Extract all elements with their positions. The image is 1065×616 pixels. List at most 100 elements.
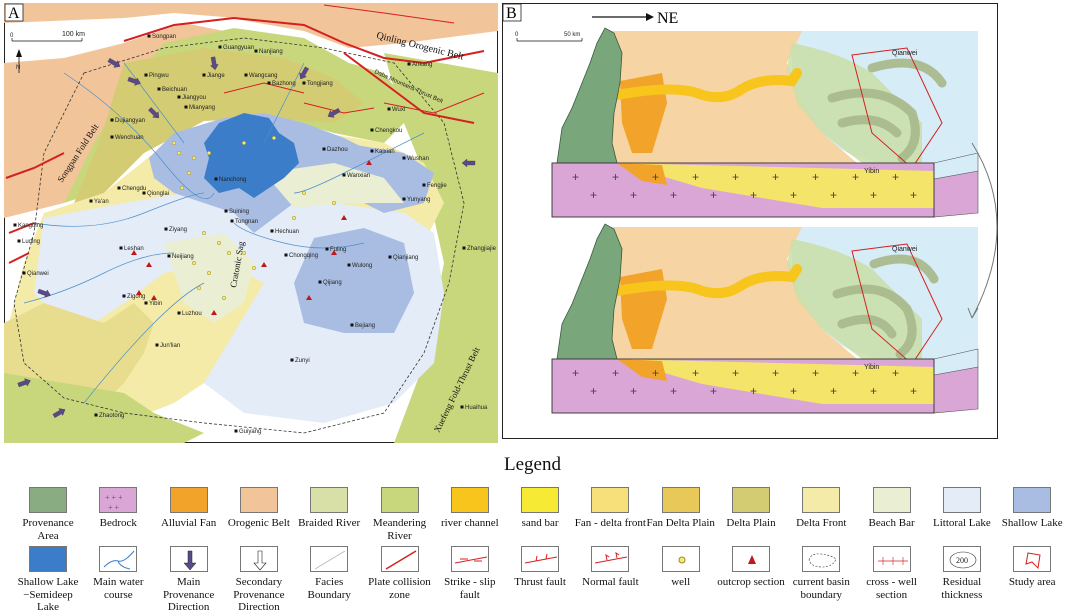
town-label: Mianyang — [189, 105, 215, 111]
legend-item: sand bar — [504, 487, 576, 530]
well-marker — [206, 270, 212, 276]
town-marker — [322, 147, 326, 151]
provenance-arrow-icon — [52, 408, 66, 418]
legend-label: sand bar — [521, 517, 559, 529]
river-channel — [612, 68, 802, 103]
outcrop-marker — [211, 310, 217, 315]
legend-item: Fan - delta front — [574, 487, 646, 530]
well-marker — [216, 240, 222, 246]
bedrock-plus: + — [790, 384, 797, 398]
town-marker — [370, 149, 374, 153]
town-label: Beichuan — [162, 87, 187, 93]
legend-title: Legend — [504, 454, 561, 475]
town-marker — [94, 413, 98, 417]
legend-item: Secondary Provenance Direction — [223, 546, 295, 614]
outcrop-marker — [146, 262, 152, 267]
block-upper: + + + + + + + + + + + + + + + + + + — [551, 27, 979, 218]
bedrock-plus: + — [572, 170, 579, 184]
well-marker — [196, 285, 202, 291]
legend-swatch — [872, 546, 911, 572]
legend-item: Delta Front — [785, 487, 857, 530]
meandering-river-east — [384, 53, 498, 443]
town-label: Chongqing — [289, 253, 318, 259]
well-marker — [331, 200, 337, 206]
town-label: Ya'an — [94, 199, 109, 205]
town-marker — [144, 301, 148, 305]
town-label: Neijiang — [172, 254, 194, 260]
town-marker — [147, 34, 151, 38]
town-marker — [290, 358, 294, 362]
legend-label: Strike - slip fault — [444, 576, 496, 601]
provenance-mountains — [556, 27, 623, 164]
provenance-arrow-icon — [299, 66, 309, 80]
provenance-arrow-icon — [127, 76, 141, 86]
bedrock-plus: + — [670, 188, 677, 202]
legend-swatch — [239, 487, 278, 513]
well-marker — [241, 250, 247, 256]
legend-swatch — [99, 546, 138, 572]
provenance-arrow-icon — [461, 158, 476, 168]
bedrock-plus: + — [692, 170, 699, 184]
well-marker — [206, 150, 212, 156]
town-marker — [22, 271, 26, 275]
town-label: Ziyang — [169, 227, 187, 233]
legend-swatch — [169, 546, 208, 572]
town-label: Nanjiang — [259, 49, 283, 55]
well-marker — [186, 170, 192, 176]
legend-swatch — [310, 487, 349, 513]
fan-layer-section — [617, 163, 667, 185]
legend-swatch — [732, 487, 770, 513]
legend-item: 200 Residual thickness — [926, 546, 998, 601]
outcrop-marker — [366, 160, 372, 165]
well-marker — [221, 295, 227, 301]
town-label: Yibin — [149, 301, 162, 307]
town-marker — [325, 247, 329, 251]
town-marker — [17, 239, 21, 243]
bedrock-plus: + — [772, 170, 779, 184]
legend-item: Beach Bar — [856, 487, 928, 530]
town-marker — [157, 87, 161, 91]
legend-swatch — [450, 487, 489, 513]
legend-item: Facies Boundary — [293, 546, 365, 601]
well-marker — [176, 150, 182, 156]
town-marker — [370, 128, 374, 132]
town-marker — [270, 229, 274, 233]
panel-b-label: B — [506, 5, 517, 22]
legend-swatch — [802, 487, 841, 513]
town-marker — [122, 294, 126, 298]
legend-label: Orogenic Belt — [227, 517, 290, 529]
town-marker — [318, 280, 322, 284]
town-label: Wuxi — [392, 107, 405, 113]
legend-swatch — [380, 487, 419, 513]
town-label: Zigong — [127, 294, 145, 300]
legend-item: Thrust fault — [504, 546, 576, 589]
water-courses — [23, 62, 425, 404]
legend-swatch — [380, 546, 419, 572]
town-marker — [402, 197, 406, 201]
legend-item: Fan Delta Plain — [645, 487, 717, 530]
legend-label: Main water course — [93, 576, 144, 601]
legend-label: outcrop section — [717, 576, 785, 588]
outcrop-marker — [151, 295, 157, 300]
town-marker — [214, 177, 218, 181]
town-label: Luzhou — [182, 311, 202, 317]
town-marker — [142, 191, 146, 195]
town-label: Chengkou — [375, 128, 402, 134]
town-marker — [460, 405, 464, 409]
svg-text:0: 0 — [10, 33, 14, 39]
outcrop-marker — [136, 290, 142, 295]
town-marker — [388, 255, 392, 259]
shallow-lake-southeast — [294, 228, 414, 333]
legend-label: current basin boundary — [792, 576, 850, 601]
legend-item: Strike - slip fault — [434, 546, 506, 601]
block-diagram-panel-b: B NE 0 50 km ++++++++++++++++++ ++++++++… — [502, 3, 998, 439]
town-marker — [347, 263, 351, 267]
block-lower: + + + + + + + + + + + + + + + + + + — [551, 223, 979, 414]
town-marker — [350, 323, 354, 327]
town-label: Wushan — [407, 156, 429, 162]
town-label: Qionglai — [147, 191, 169, 197]
legend-label: Meandering River — [372, 517, 427, 542]
legend-swatch — [521, 546, 560, 572]
legend-item: Littoral Lake — [926, 487, 998, 530]
town-marker — [119, 246, 123, 250]
